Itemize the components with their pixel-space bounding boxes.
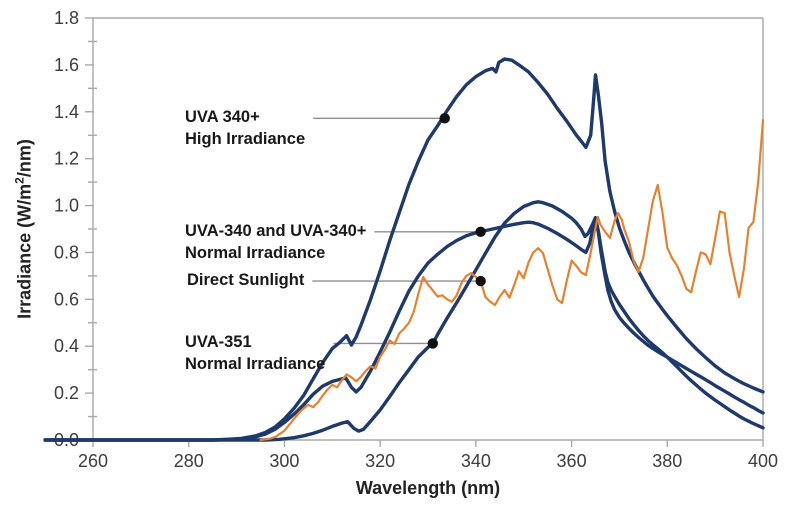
annotation-dot bbox=[439, 113, 450, 124]
annotation-dot bbox=[427, 338, 438, 349]
y-axis-title-prefix: Irradiance (W/m bbox=[14, 183, 35, 319]
x-tick-label: 380 bbox=[652, 451, 682, 471]
series-line-2 bbox=[43, 200, 765, 442]
x-tick-label: 340 bbox=[461, 451, 491, 471]
annotation-line: UVA-340 and UVA-340+ bbox=[185, 221, 367, 240]
y-axis-title-suffix: /nm) bbox=[14, 139, 35, 178]
x-axis-title: Wavelength (nm) bbox=[355, 478, 501, 498]
y-tick-label: 1.2 bbox=[54, 149, 79, 169]
y-tick-label: 0.2 bbox=[54, 383, 79, 403]
series-line-1 bbox=[43, 217, 765, 442]
y-axis-title: Irradiance (W/m2/nm) bbox=[13, 139, 36, 319]
annotation-dot bbox=[475, 275, 486, 287]
x-tick-label: 320 bbox=[365, 451, 395, 471]
annotation-line: UVA-351 bbox=[185, 333, 252, 352]
annotation-line: High Irradiance bbox=[185, 130, 306, 149]
y-tick-label: 0.8 bbox=[54, 242, 79, 262]
y-tick-label: 1.0 bbox=[54, 196, 79, 216]
y-axis-title-superscript: 2 bbox=[12, 177, 27, 184]
series-line-3 bbox=[259, 118, 765, 442]
annotation-label: UVA-340 and UVA-340+ Normal Irradiance bbox=[185, 220, 366, 264]
annotation-label: UVA 340+ High Irradiance bbox=[185, 106, 305, 150]
y-tick-label: 1.4 bbox=[54, 102, 79, 122]
annotation-line: Normal Irradiance bbox=[185, 355, 326, 374]
x-tick-label: 280 bbox=[174, 451, 204, 471]
y-tick-label: 1.8 bbox=[54, 8, 79, 28]
annotation-line: UVA 340+ bbox=[185, 108, 260, 127]
x-tick-label: 360 bbox=[557, 451, 587, 471]
y-tick-label: 0.4 bbox=[54, 336, 79, 356]
annotation-label: UVA-351 Normal Irradiance bbox=[185, 331, 325, 375]
y-tick-label: 0.6 bbox=[54, 289, 79, 309]
annotation-line: Direct Sunlight bbox=[187, 271, 305, 290]
annotation-line: Normal Irradiance bbox=[185, 243, 326, 262]
annotation-label: Direct Sunlight bbox=[187, 269, 304, 291]
x-tick-label: 400 bbox=[748, 451, 778, 471]
annotation-dot bbox=[475, 226, 486, 238]
x-tick-label: 300 bbox=[269, 451, 299, 471]
y-tick-label: 1.6 bbox=[54, 55, 79, 75]
x-tick-label: 260 bbox=[78, 451, 108, 471]
series-line-0 bbox=[43, 57, 765, 442]
